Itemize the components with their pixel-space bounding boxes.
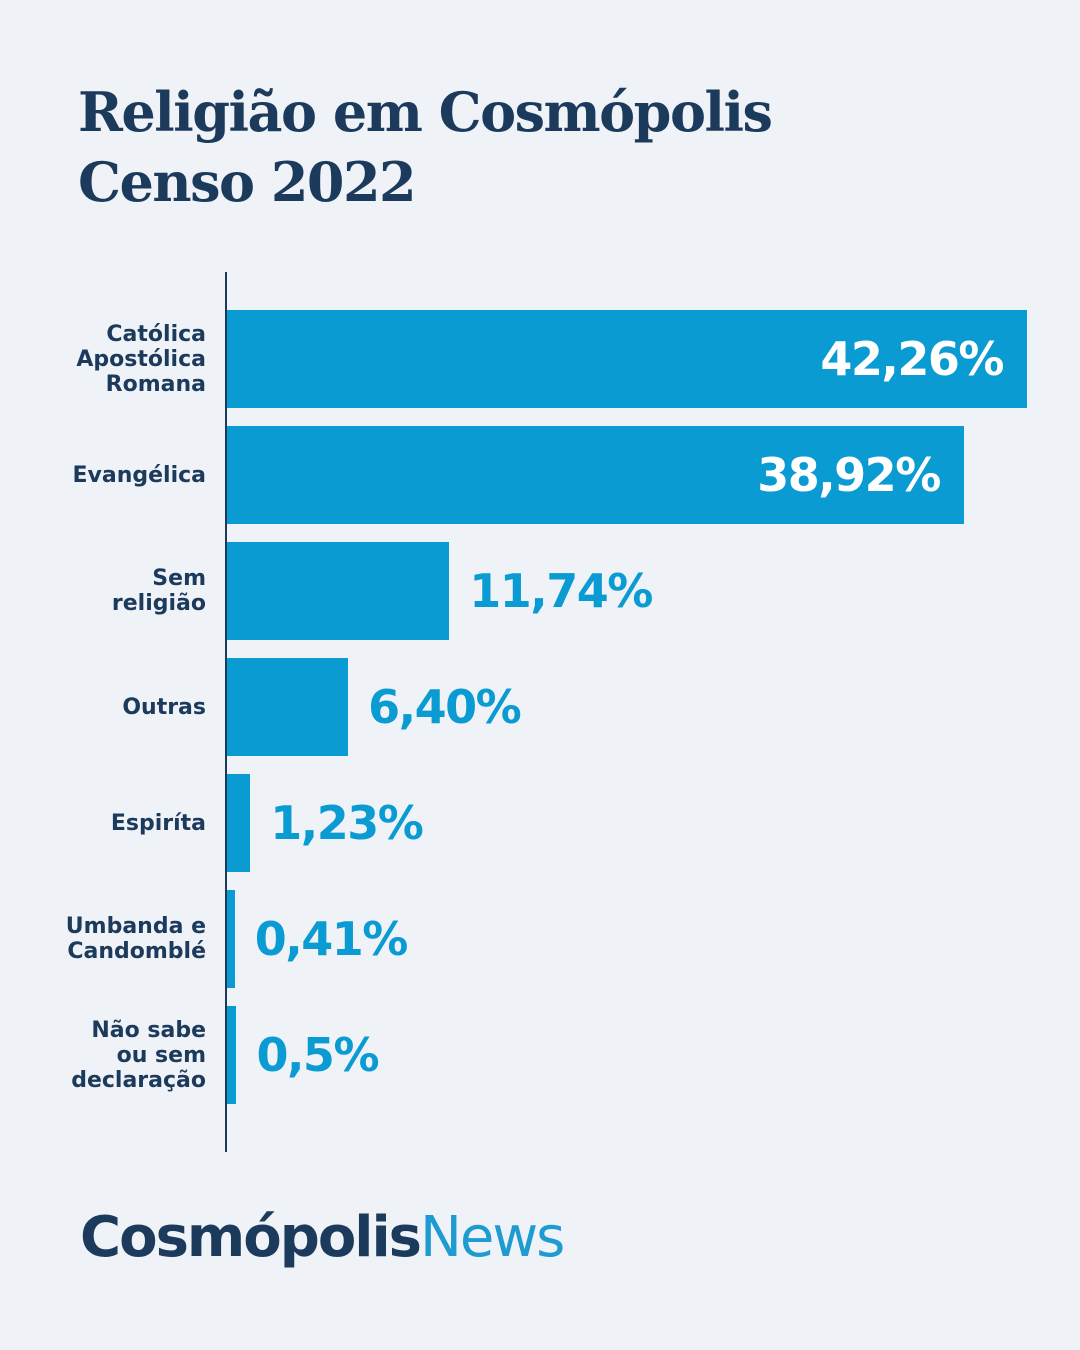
brand: CosmópolisNews	[80, 1205, 565, 1270]
brand-part: Cosmópolis	[80, 1205, 422, 1270]
axis-line	[225, 272, 227, 1152]
value-label: 42,26%	[820, 332, 1004, 386]
category-label: Umbanda e Candomblé	[65, 914, 206, 964]
value-label: 0,5%	[256, 1028, 379, 1082]
value-label: 1,23%	[270, 796, 424, 850]
category-label: Católica Apostólica Romana	[76, 321, 206, 397]
bar	[227, 1006, 237, 1104]
bar	[227, 774, 251, 872]
value-label: 6,40%	[368, 680, 522, 734]
chart-subtitle: Censo 2022	[78, 150, 417, 214]
brand-part: News	[420, 1205, 565, 1270]
category-label: Sem religião	[111, 566, 206, 616]
value-label: 11,74%	[469, 564, 653, 618]
bar	[227, 542, 450, 640]
bar	[227, 310, 1027, 408]
category-label: Evangélica	[72, 462, 206, 488]
value-label: 0,41%	[254, 912, 409, 966]
value-label: 38,92%	[757, 448, 941, 502]
bar	[227, 658, 349, 756]
bar	[227, 426, 964, 524]
category-label: Espirítа	[110, 810, 206, 836]
chart-title: Religião em Cosmópolis	[78, 80, 773, 144]
category-label: Não sabe ou sem declaração	[71, 1017, 206, 1093]
category-label: Outras	[122, 694, 206, 720]
bar	[227, 890, 235, 988]
